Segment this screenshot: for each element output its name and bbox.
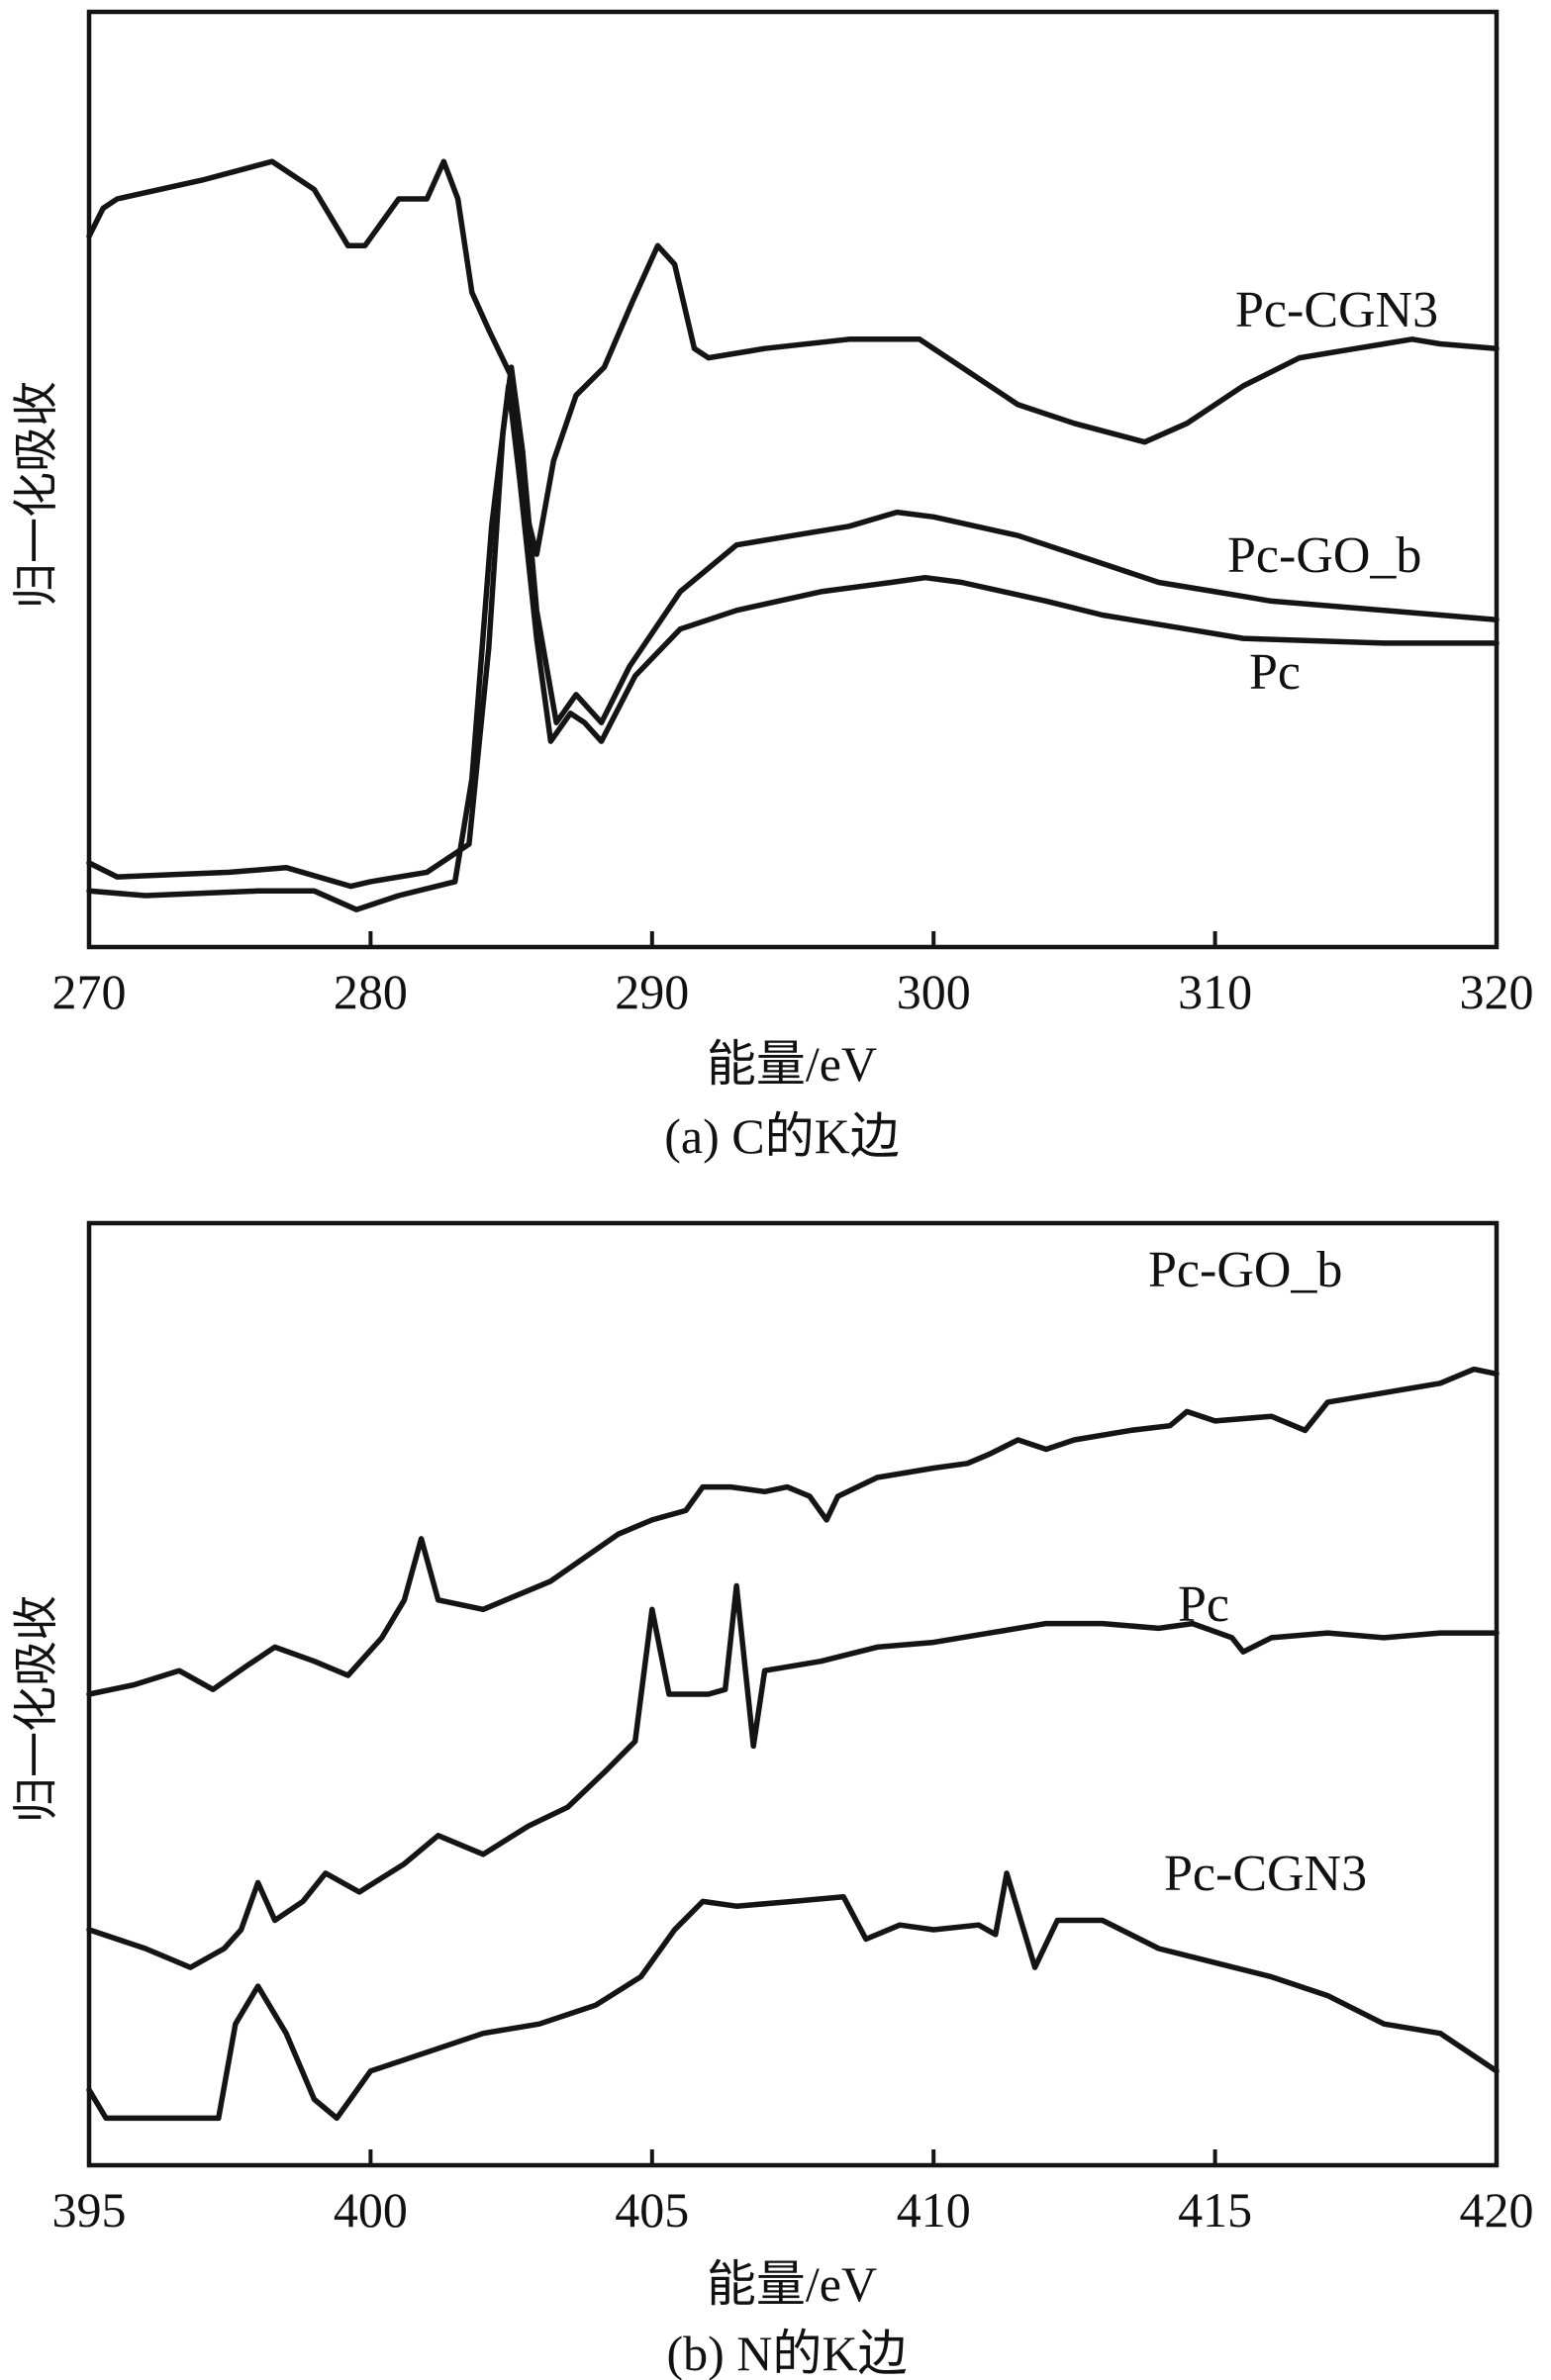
panel-b-label-pc-go-b: Pc-GO_b [1148,1242,1342,1298]
panel-b-xtick-label-395: 395 [52,2182,127,2237]
panel-b-plot-frame [86,1220,1500,2168]
panel-a-ticks: 270 280 290 300 310 320 [52,931,1534,1019]
panel-a-xtick-label-290: 290 [615,964,689,1019]
panel-a-curves [86,158,1500,912]
panel-b-curves [86,1366,1500,2122]
panel-a-label-pc: Pc [1249,644,1301,701]
panel-a-xtick-label-310: 310 [1178,964,1252,1019]
panel-b-series-pc [86,1582,1500,1970]
panel-b-ticks: 395 400 405 410 415 420 [52,2149,1534,2237]
panel-b-xtick-label-415: 415 [1178,2182,1252,2237]
panel-b-series-pc-go-b [86,1366,1500,1697]
panel-a-xtick-label-320: 320 [1460,964,1534,1019]
panel-b-series-pc-cgn3 [86,1870,1500,2122]
panel-a-carbon-k-edge: 归一化吸收 270 280 290 300 310 320 Pc-CGN3 Pc-GO_b… [9,9,1534,1164]
panel-a-series-pc [86,383,1500,912]
panel-a-xtick-label-280: 280 [334,964,408,1019]
panel-a-plot-frame [86,9,1500,950]
panel-a-label-pc-go-b: Pc-GO_b [1227,527,1421,584]
panel-a-ylabel: 归一化吸收 [9,381,62,609]
panel-a-series-pc-go-b [86,364,1500,890]
panel-b-xlabel: 能量/eV [707,2256,877,2312]
panel-a-xlabel: 能量/eV [707,1036,877,1092]
panel-a-series-pc-cgn3 [86,158,1500,557]
panel-b-label-pc-cgn3: Pc-CGN3 [1164,1846,1367,1902]
panel-a-xtick-label-300: 300 [897,964,971,1019]
panel-b-ylabel: 归一化吸收 [9,1595,62,1823]
panel-b-caption: (b) N的K边 [666,2326,907,2380]
panel-b-nitrogen-k-edge: 归一化吸收 395 400 405 410 415 420 Pc-GO_b Pc Pc-C… [9,1220,1534,2380]
panel-b-xtick-label-410: 410 [897,2182,971,2237]
panel-b-xtick-label-420: 420 [1460,2182,1534,2237]
panel-a-caption: (a) C的K边 [664,1108,899,1164]
panel-a-xtick-label-270: 270 [52,964,127,1019]
panel-a-label-pc-cgn3: Pc-CGN3 [1235,282,1438,338]
panel-b-xtick-label-405: 405 [615,2182,689,2237]
panel-b-xtick-label-400: 400 [334,2182,408,2237]
panel-b-label-pc: Pc [1178,1576,1229,1633]
